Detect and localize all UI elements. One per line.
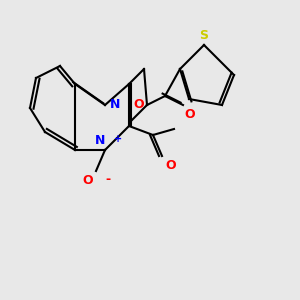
Text: S: S — [200, 29, 208, 42]
Text: O: O — [82, 174, 93, 187]
Text: O: O — [165, 159, 175, 172]
Text: +: + — [114, 134, 122, 144]
Text: O: O — [184, 108, 195, 121]
Text: -: - — [105, 172, 110, 185]
Text: O: O — [134, 98, 144, 112]
Text: N: N — [110, 98, 120, 112]
Text: N: N — [94, 134, 105, 147]
